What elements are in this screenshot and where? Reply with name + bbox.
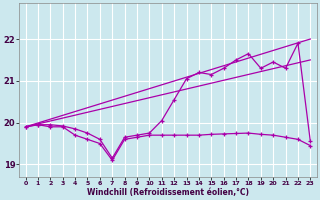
X-axis label: Windchill (Refroidissement éolien,°C): Windchill (Refroidissement éolien,°C) [87,188,249,197]
